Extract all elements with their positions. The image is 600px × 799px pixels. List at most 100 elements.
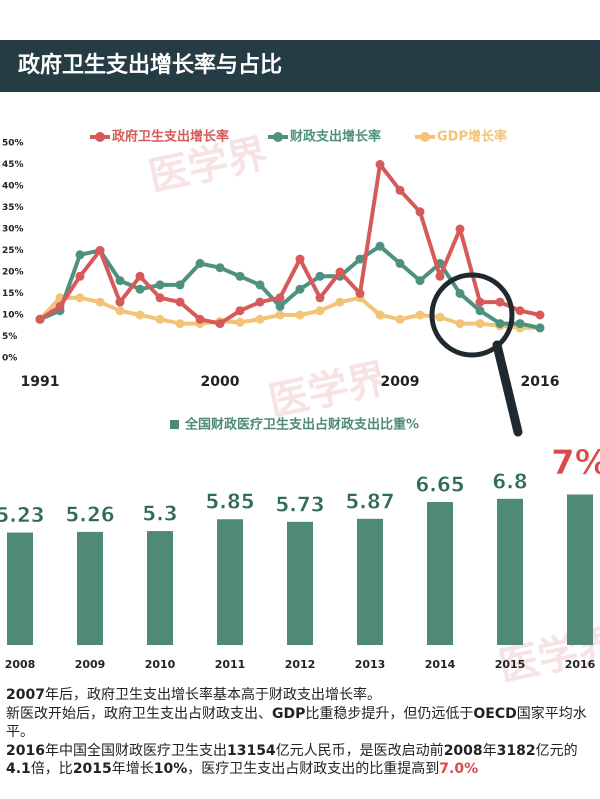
- value-label: 6.65: [415, 473, 464, 497]
- point: [355, 254, 365, 264]
- legend-label: 政府卫生支出增长率: [112, 129, 229, 145]
- y-tick-label: 5%: [2, 332, 17, 342]
- value-label: 7%: [551, 443, 600, 483]
- point: [255, 314, 265, 324]
- text-run: ，医疗卫生支出占财政支出的比重提高到: [187, 761, 440, 777]
- bar: [147, 531, 173, 645]
- point: [115, 276, 125, 286]
- text-run: 年中国全国财政医疗卫生支出: [44, 742, 227, 759]
- point: [175, 319, 185, 329]
- y-tick-label: 25%: [2, 246, 24, 256]
- point: [435, 312, 445, 322]
- x-tick-label: 2016: [521, 374, 560, 390]
- y-tick-label: 0%: [2, 354, 17, 364]
- point: [455, 289, 465, 298]
- point: [255, 297, 265, 307]
- text-run: 倍，比: [30, 761, 73, 777]
- magnifier-handle: [492, 340, 523, 437]
- x-tick-label: 2009: [381, 374, 420, 390]
- text-run: 亿元的: [535, 742, 578, 759]
- value-label: 5.3: [142, 502, 177, 526]
- point: [375, 241, 385, 251]
- point: [415, 310, 425, 320]
- paragraph: 2007年后，政府卫生支出增长率基本高于财政支出增长率。: [6, 686, 594, 705]
- x-tick-label: 2000: [201, 374, 240, 390]
- y-tick-label: 50%: [2, 139, 24, 149]
- point: [495, 319, 505, 329]
- y-tick-label: 40%: [2, 182, 24, 192]
- paragraph: 新医改开始后，政府卫生支出占财政支出、GDP比重稳步提升，但仍远低于OECD国家…: [6, 705, 594, 742]
- text-run: 2015: [72, 761, 112, 777]
- text-run: GDP: [272, 705, 306, 722]
- point: [315, 293, 325, 303]
- text-run: 2008: [443, 742, 483, 759]
- bar: [217, 519, 243, 645]
- text-run: 2007: [6, 687, 45, 703]
- bar: [567, 494, 593, 645]
- point: [115, 297, 125, 307]
- point: [275, 293, 285, 303]
- point: [215, 263, 225, 273]
- text-run: 7.0%: [439, 761, 479, 777]
- point: [235, 306, 245, 316]
- point: [315, 271, 325, 281]
- paragraph: 2016年中国全国财政医疗卫生支出13154亿元人民币，是医改启动前2008年3…: [6, 742, 594, 779]
- text-run: 2016: [6, 742, 45, 759]
- text-run: 国家平均水平。: [6, 705, 587, 741]
- text-run: 年后，政府卫生支出增长率基本高于财政支出增长率。: [44, 687, 381, 703]
- point: [315, 306, 325, 316]
- point: [375, 310, 385, 320]
- text-run: 13154: [226, 742, 276, 759]
- x-tick-label: 2012: [285, 658, 316, 671]
- point: [215, 319, 225, 329]
- text-run: 比重稳步提升，但仍远低于: [305, 705, 474, 722]
- point: [35, 314, 45, 324]
- point: [75, 271, 85, 281]
- bar: [287, 521, 313, 645]
- point: [75, 293, 85, 303]
- point: [295, 284, 305, 294]
- value-label: 5.73: [275, 492, 324, 516]
- chart: 政府卫生支出增长率与占比 医学界 医学界 医学界 0%5%10%15%20%25…: [0, 40, 600, 685]
- point: [175, 280, 185, 290]
- text-run: 亿元人民币，是医改启动前: [275, 742, 444, 759]
- point: [135, 284, 145, 294]
- y-tick-label: 20%: [2, 268, 24, 278]
- value-label: 5.87: [345, 489, 394, 513]
- point: [415, 207, 425, 217]
- point: [455, 319, 465, 329]
- point: [495, 297, 505, 307]
- point: [115, 306, 125, 316]
- point: [135, 310, 145, 320]
- point: [75, 250, 85, 260]
- legend-label: 财政支出增长率: [290, 129, 381, 145]
- text-run: 新医改开始后，政府卫生支出占财政支出、: [6, 705, 272, 722]
- bar: [357, 518, 383, 645]
- legend-label: GDP增长率: [437, 129, 507, 145]
- x-tick-label: 2016: [565, 658, 596, 671]
- series-line: [38, 295, 540, 330]
- point: [155, 293, 165, 303]
- magnifier-lens: [429, 272, 515, 358]
- point: [175, 297, 185, 307]
- point: [135, 271, 145, 281]
- point: [475, 297, 485, 307]
- value-label: 5.23: [0, 503, 45, 527]
- y-tick-label: 10%: [2, 311, 24, 321]
- point: [95, 246, 105, 255]
- point: [455, 224, 465, 234]
- point: [395, 258, 405, 268]
- y-tick-label: 35%: [2, 203, 24, 213]
- x-tick-label: 2011: [215, 658, 246, 671]
- point: [275, 310, 285, 320]
- point: [155, 280, 165, 290]
- point: [275, 301, 285, 311]
- point: [335, 267, 345, 277]
- text-run: 3182: [496, 742, 536, 759]
- point: [195, 258, 205, 268]
- value-label: 5.85: [205, 490, 254, 514]
- value-label: 5.26: [65, 502, 114, 526]
- legend-marker: [95, 132, 105, 142]
- series-line: [38, 162, 541, 326]
- point: [395, 185, 405, 195]
